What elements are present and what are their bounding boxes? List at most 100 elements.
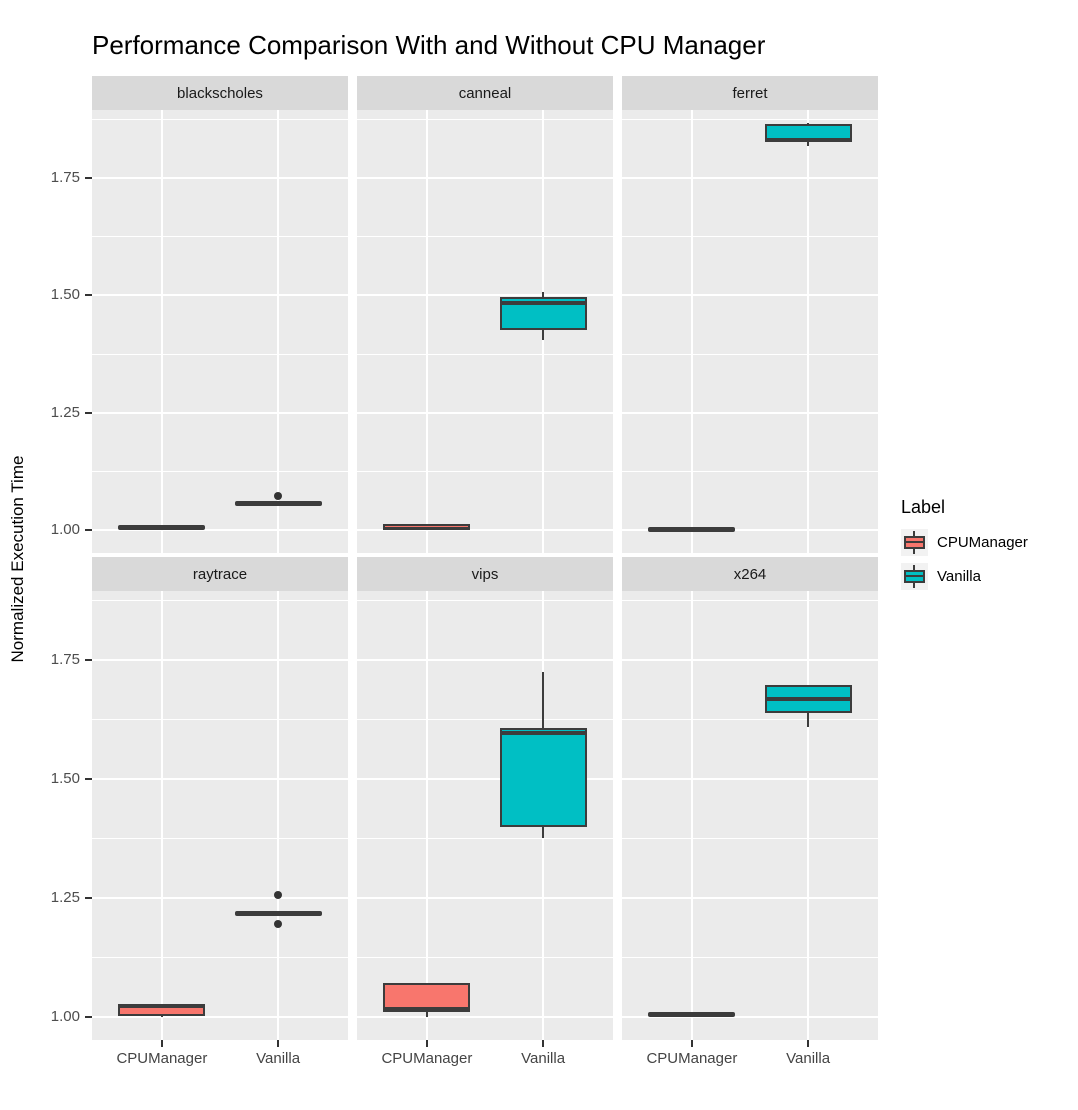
- median-line: [766, 137, 850, 142]
- gridline-vertical: [160, 591, 163, 1040]
- y-tick-mark: [85, 411, 92, 414]
- gridline-major: [357, 411, 613, 414]
- x-tick-label: Vanilla: [521, 1050, 566, 1067]
- gridline-major: [92, 658, 348, 661]
- gridline-minor: [92, 118, 348, 120]
- x-tick-mark: [277, 1040, 280, 1047]
- gridline-minor: [357, 956, 613, 958]
- outlier-point: [274, 891, 283, 900]
- flat-box-line: [648, 527, 736, 533]
- gridline-minor: [622, 956, 878, 958]
- gridline-minor: [92, 837, 348, 839]
- gridline-major: [622, 177, 878, 180]
- gridline-minor: [357, 353, 613, 355]
- x-tick-label: CPUManager: [381, 1050, 473, 1067]
- gridline-vertical: [425, 110, 428, 553]
- gridline-minor: [92, 600, 348, 601]
- y-tick-label: 1.25: [50, 888, 80, 906]
- gridline-major: [622, 411, 878, 414]
- gridline-minor: [92, 236, 348, 238]
- gridline-vertical: [807, 110, 810, 553]
- y-tick-mark: [85, 896, 92, 899]
- gridline-major: [357, 777, 613, 780]
- gridline-major: [92, 777, 348, 780]
- x-tick-mark: [690, 1040, 693, 1047]
- facet-panel-x264: [622, 591, 878, 1040]
- key-median-line: [904, 541, 925, 543]
- gridline-major: [92, 896, 348, 899]
- gridline-major: [357, 177, 613, 180]
- gridline-minor: [622, 118, 878, 120]
- key-median-line: [904, 575, 925, 577]
- gridline-major: [92, 177, 348, 180]
- gridline-major: [92, 529, 348, 531]
- y-tick-mark: [85, 658, 92, 661]
- gridline-minor: [622, 837, 878, 839]
- median-line: [120, 1006, 204, 1009]
- gridline-vertical: [277, 591, 280, 1040]
- facet-strip-ferret: ferret: [622, 76, 878, 110]
- gridline-major: [622, 1015, 878, 1018]
- x-tick-label: CPUManager: [116, 1050, 208, 1067]
- x-tick-mark: [807, 1040, 810, 1047]
- median-line: [501, 301, 585, 306]
- gridline-minor: [357, 837, 613, 839]
- gridline-minor: [92, 470, 348, 472]
- x-tick-mark: [425, 1040, 428, 1047]
- gridline-vertical: [807, 591, 810, 1040]
- gridline-major: [622, 294, 878, 297]
- x-tick-label: Vanilla: [786, 1050, 831, 1067]
- legend-entry-cpumanager: CPUManager: [901, 529, 1028, 556]
- facet-panel-vips: [357, 591, 613, 1040]
- gridline-major: [92, 411, 348, 414]
- gridline-vertical: [690, 110, 693, 553]
- gridline-minor: [357, 718, 613, 720]
- outlier-point: [274, 919, 283, 928]
- gridline-minor: [92, 956, 348, 958]
- gridline-major: [357, 1015, 613, 1018]
- facet-strip-blackscholes: blackscholes: [92, 76, 348, 110]
- boxplot-key-icon: [901, 529, 928, 556]
- x-tick-mark: [542, 1040, 545, 1047]
- gridline-minor: [357, 236, 613, 238]
- gridline-major: [622, 896, 878, 899]
- gridline-minor: [357, 600, 613, 601]
- y-tick-mark: [85, 529, 92, 531]
- gridline-minor: [622, 718, 878, 720]
- gridline-vertical: [425, 591, 428, 1040]
- y-tick-label: 1.00: [50, 1007, 80, 1025]
- gridline-minor: [622, 353, 878, 355]
- facet-strip-canneal: canneal: [357, 76, 613, 110]
- gridline-minor: [357, 470, 613, 472]
- y-tick-mark: [85, 177, 92, 180]
- flat-box-line: [648, 1012, 736, 1018]
- gridline-major: [622, 777, 878, 780]
- gridline-minor: [357, 118, 613, 120]
- legend-entry-label: CPUManager: [937, 534, 1028, 551]
- y-tick-mark: [85, 1015, 92, 1018]
- y-axis-title: Normalized Execution Time: [8, 455, 27, 663]
- x-tick-label: Vanilla: [256, 1050, 301, 1067]
- legend: Label CPUManager Vanilla: [901, 497, 1028, 597]
- flat-box-line: [118, 525, 206, 531]
- legend-entry-vanilla: Vanilla: [901, 563, 1028, 590]
- flat-box-line: [234, 910, 322, 916]
- gridline-major: [357, 529, 613, 531]
- x-tick-mark: [160, 1040, 163, 1047]
- legend-title: Label: [901, 497, 946, 517]
- flat-box-line: [234, 500, 322, 506]
- y-tick-mark: [85, 294, 92, 297]
- y-tick-label: 1.25: [50, 403, 80, 421]
- facet-strip-vips: vips: [357, 557, 613, 591]
- gridline-minor: [622, 470, 878, 472]
- y-tick-label: 1.50: [50, 286, 80, 304]
- median-line: [385, 526, 469, 529]
- facet-panel-raytrace: [92, 591, 348, 1040]
- gridline-minor: [92, 353, 348, 355]
- gridline-minor: [622, 600, 878, 601]
- y-tick-label: 1.75: [50, 169, 80, 187]
- facet-panel-ferret: [622, 110, 878, 553]
- gridline-vertical: [277, 110, 280, 553]
- y-tick-label: 1.50: [50, 769, 80, 787]
